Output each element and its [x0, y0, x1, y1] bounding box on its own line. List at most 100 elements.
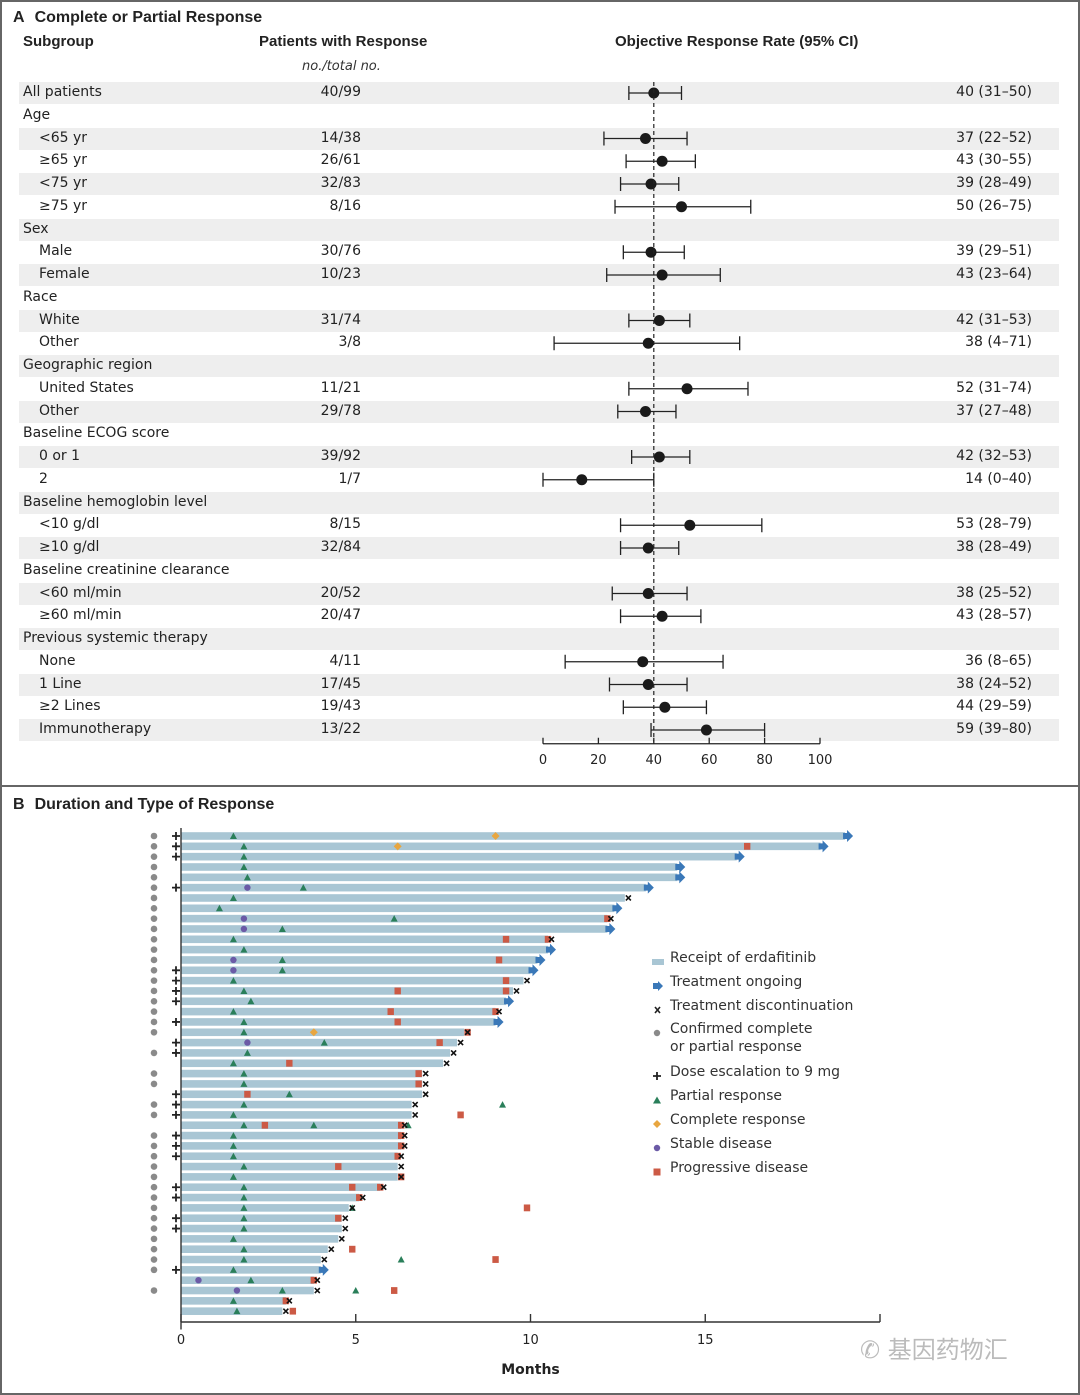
- patient-row: [150, 894, 632, 902]
- progressive-disease-marker: [394, 1018, 401, 1026]
- subgroup-label: United States: [39, 379, 134, 396]
- progressive-disease-marker: [310, 1276, 318, 1284]
- legend-bar-icon: [652, 953, 664, 965]
- treatment-ongoing-arrow: [493, 1015, 504, 1028]
- forest-row: White 31/74 42 (31–53): [19, 309, 1059, 332]
- watermark-text: 基因药物汇: [887, 1336, 1008, 1364]
- progressive-disease-marker: [523, 1204, 531, 1212]
- stable-disease-marker: [233, 1287, 241, 1294]
- dose-escalation-plus: [172, 842, 180, 851]
- confirmed-response-dot: [150, 1080, 158, 1088]
- treatment-discontinuation-mark: [342, 1215, 349, 1222]
- subgroup-label: Baseline creatinine clearance: [23, 561, 230, 578]
- subgroup-label: Previous systemic therapy: [23, 630, 208, 646]
- treatment-bar: [181, 1131, 402, 1140]
- progressive-disease-marker: [356, 1194, 363, 1201]
- partial-response-marker: [240, 853, 248, 860]
- treatment-ongoing-arrow: [612, 902, 623, 915]
- orr-value: 39 (29–51): [956, 243, 1032, 260]
- partial-response-marker: [229, 1008, 237, 1015]
- progressive-disease-marker: [289, 1307, 297, 1315]
- stable-disease-marker: [244, 1039, 251, 1046]
- stable-disease-marker: [230, 967, 237, 974]
- patient-row: [150, 1048, 457, 1057]
- confirmed-response-dot: [150, 1049, 158, 1057]
- treatment-discontinuation-mark: [398, 1153, 405, 1160]
- patient-row: [150, 976, 531, 985]
- forest-row: 2 1/7 14 (0–40): [19, 469, 1059, 491]
- legend-receipt: Receipt of erdafitinib: [652, 948, 853, 972]
- x-tick-label: 20: [590, 753, 607, 768]
- subgroup-header: Subgroup: [23, 33, 94, 50]
- treatment-discontinuation-mark: [513, 987, 520, 995]
- dose-escalation-plus: [172, 852, 180, 861]
- patient-row: [150, 1152, 405, 1161]
- patients-count: 1/7: [338, 470, 361, 487]
- confirmed-response-dot: [150, 1194, 158, 1201]
- complete-response-marker: [393, 842, 402, 851]
- subgroup-label: ≥75 yr: [39, 197, 88, 214]
- partial-response-marker: [229, 1152, 237, 1160]
- subgroup-label: Geographic region: [23, 357, 153, 373]
- partial-response-marker: [278, 1287, 286, 1294]
- forest-group-header: Age: [19, 105, 1059, 127]
- x-axis-label: Months: [501, 1362, 560, 1378]
- partial-response-marker: [278, 956, 286, 963]
- treatment-discontinuation-mark: [286, 1297, 293, 1304]
- dose-escalation-plus: [172, 1214, 180, 1223]
- progressive-disease-marker: [397, 1132, 405, 1139]
- dose-escalation-plus: [172, 883, 180, 892]
- patient-row: [150, 1193, 366, 1202]
- subgroup-label: Other: [39, 402, 79, 419]
- patients-count: 19/43: [320, 698, 361, 715]
- treatment-discontinuation-mark: [548, 936, 555, 943]
- stable-disease-marker: [240, 915, 248, 922]
- treatment-discontinuation-mark: [495, 1008, 503, 1015]
- confirmed-response-dot: [150, 1183, 158, 1191]
- forest-group-header: Baseline creatinine clearance: [19, 560, 1059, 582]
- treatment-ongoing-arrow: [545, 943, 556, 956]
- subgroup-label: All patients: [23, 84, 102, 100]
- treatment-ongoing-arrow: [734, 850, 745, 863]
- progressive-disease-marker: [502, 987, 510, 995]
- forest-row: 0 or 1 39/92 42 (32–53): [19, 446, 1059, 468]
- orr-value: 43 (30–55): [956, 152, 1032, 169]
- point-estimate: [642, 679, 654, 690]
- legend-label: Treatment ongoing: [670, 974, 803, 990]
- confirmed-response-dot: [150, 925, 158, 933]
- point-estimate: [645, 178, 657, 190]
- treatment-bar: [181, 883, 646, 892]
- dose-escalation-plus: [172, 1110, 180, 1119]
- subgroup-label: <75 yr: [39, 175, 88, 191]
- patients-count: 26/61: [320, 152, 361, 169]
- progressive-disease-marker: [397, 1142, 405, 1150]
- confirmed-response-dot: [150, 1142, 158, 1150]
- progressive-disease-marker: [349, 1183, 356, 1191]
- treatment-discontinuation-mark: [607, 915, 614, 922]
- forest-group-header: Geographic region: [19, 355, 1059, 377]
- x-tick-label: 60: [701, 753, 718, 768]
- partial-response-marker: [229, 1235, 237, 1242]
- treatment-discontinuation-mark: [412, 1111, 419, 1118]
- progressive-disease-marker: [436, 1039, 443, 1046]
- patient-row: [150, 1263, 329, 1276]
- partial-response-marker: [240, 842, 248, 850]
- patient-row: [150, 871, 686, 884]
- treatment-bar: [181, 1235, 339, 1243]
- partial-response-marker: [229, 1266, 237, 1273]
- treatment-bar: [181, 997, 507, 1006]
- dose-escalation-plus: [172, 1193, 180, 1202]
- patient-row: [150, 1007, 503, 1016]
- partial-response-marker: [229, 1059, 237, 1067]
- subgroup-label: 0 or 1: [39, 448, 81, 464]
- treatment-bar: [181, 1111, 412, 1119]
- swimmer-plot: 0 5 10 15 Months: [150, 828, 881, 1378]
- point-estimate: [576, 474, 588, 486]
- treatment-discontinuation-mark: [342, 1225, 349, 1232]
- plus-icon: [652, 1067, 664, 1080]
- panel-b-letter: B: [13, 796, 25, 813]
- patient-row: [181, 1121, 412, 1130]
- orr-value: 36 (8–65): [965, 652, 1032, 669]
- confirmed-response-dot: [150, 1070, 158, 1077]
